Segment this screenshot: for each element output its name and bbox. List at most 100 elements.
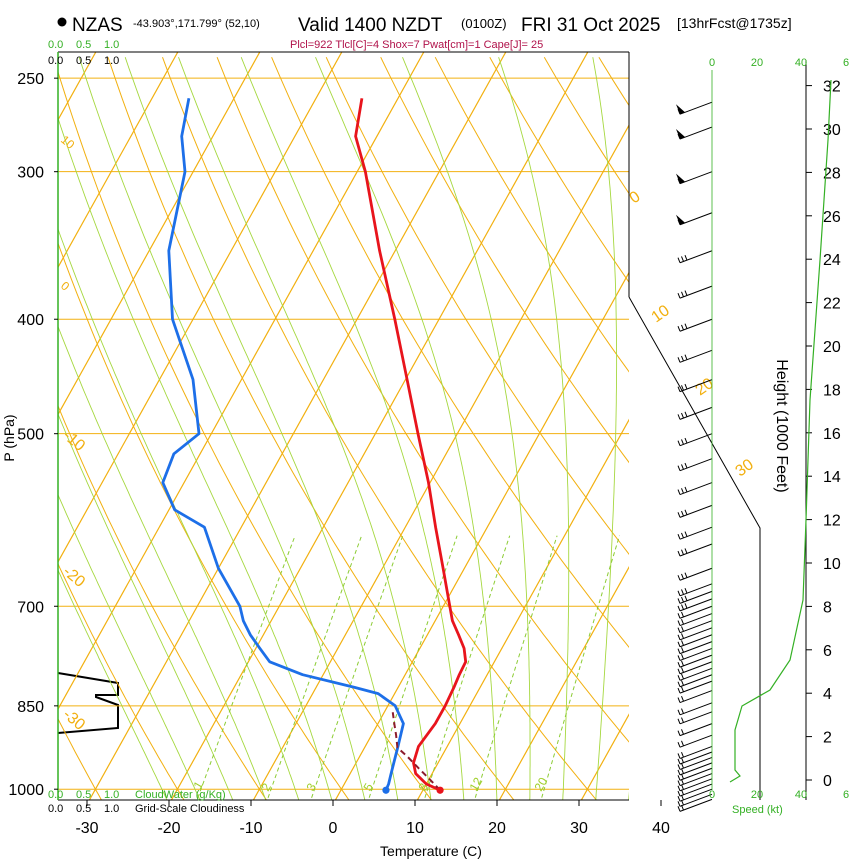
isotherm-line (58, 52, 261, 416)
pressure-tick-label: 500 (17, 427, 44, 444)
wind-barb-staff (679, 627, 713, 641)
wind-barb-feather (677, 796, 681, 802)
pressure-tick-label: 300 (17, 165, 44, 182)
wind-barb-feather (677, 598, 681, 604)
wind-barb-staff (679, 318, 713, 332)
wind-barb-staff (679, 773, 713, 787)
wind-barb (677, 647, 713, 661)
wind-barb-feather (681, 717, 684, 723)
wind-barb-staff (679, 598, 713, 612)
wind-barb-pennant (676, 173, 685, 184)
temp-tick-label: 10 (406, 820, 424, 837)
wind-barb-feather (684, 595, 688, 601)
wind-barb (677, 620, 713, 634)
height-tick-label: 16 (823, 426, 841, 443)
temp-tick-label: 20 (488, 820, 506, 837)
wind-barb (677, 751, 713, 765)
wind-barb (677, 690, 713, 704)
valid-time: Valid 1400 NZDT (298, 15, 443, 36)
wind-barb-feather (681, 549, 684, 555)
cloudiness-tick: 0.0 (48, 55, 63, 67)
moist-adiabat (124, 57, 399, 800)
wind-barb (677, 379, 713, 393)
height-tick-label: 4 (823, 686, 832, 703)
wind-barb-staff (679, 751, 713, 765)
wind-barb-staff (679, 783, 713, 797)
temp-tick-label: -10 (239, 820, 262, 837)
moist-adiabat (78, 57, 366, 800)
wind-barb-feather (677, 730, 681, 736)
height-tick-label: 12 (823, 513, 841, 530)
wind-barb-feather (677, 292, 681, 299)
isotherm-line (743, 0, 850, 804)
station-coords: -43.903°,171.799° (52,10) (133, 18, 260, 30)
dry-adiabat (380, 56, 629, 464)
wind-barb-feather (677, 764, 681, 770)
cloudiness-tick: 0.0 (48, 803, 63, 815)
wind-barb (677, 627, 713, 641)
wind-barb-feather (681, 619, 684, 625)
dry-adiabat (58, 241, 350, 800)
isotherm-line (334, 271, 629, 800)
wind-barb-feather (677, 741, 681, 748)
wind-barb-feather (684, 290, 688, 296)
moist-adiabat (58, 325, 267, 800)
isotherm-line (58, 52, 425, 711)
speed-tick-label: 40 (795, 789, 807, 801)
wind-barb-staff (679, 250, 713, 264)
wind-barb (677, 406, 713, 420)
speed-tick-label: 6 (843, 789, 849, 801)
wind-barb-feather (681, 653, 684, 660)
wind-barb-staff (679, 406, 713, 420)
x-axis-title: Temperature (C) (380, 843, 482, 859)
wind-speed-profile (729, 79, 832, 783)
wind-barb-feather (684, 462, 688, 469)
isotherm-line (252, 124, 629, 800)
wind-barb-feather (677, 668, 681, 674)
cloud-water-tick: 1.0 (104, 789, 119, 801)
wind-barb-feather (677, 620, 681, 626)
wind-barb-feather (684, 548, 688, 554)
wind-barb-staff (679, 504, 713, 518)
wind-barb-feather (677, 790, 681, 797)
isotherm-line (0, 0, 63, 804)
moist-adiabat (592, 57, 618, 800)
wind-barb-feather (677, 681, 681, 687)
wind-barb-feather (677, 386, 681, 392)
wind-barb-feather (681, 647, 684, 653)
wind-barb-feather (681, 596, 684, 603)
wind-barb-staff (679, 767, 713, 781)
dry-adiabat (216, 57, 629, 743)
wind-barb-feather (681, 762, 684, 769)
cloud-water-tick: 0.5 (76, 789, 91, 801)
wind-barb (677, 767, 713, 781)
wind-barb (677, 598, 713, 612)
wind-barb (677, 711, 713, 725)
dry-adiabat (58, 70, 433, 800)
moist-adiabat (628, 791, 629, 800)
wind-barb-feather (677, 641, 681, 647)
wind-barb-feather (681, 673, 684, 680)
temp-tick-label: 30 (570, 820, 588, 837)
wind-barb-staff (679, 605, 713, 619)
wind-barb (677, 661, 713, 675)
plot-background (58, 52, 629, 800)
wind-barb-feather (681, 773, 684, 780)
wind-barb (676, 171, 713, 185)
wind-barb-feather (677, 801, 681, 807)
pressure-tick-label: 1000 (8, 782, 44, 799)
isotherm-line (58, 52, 179, 269)
wind-barb (676, 101, 713, 115)
wind-barb-feather (681, 768, 684, 774)
height-tick-label: 8 (823, 599, 832, 616)
utc-time: (0100Z) (461, 16, 507, 31)
wind-barb-feather (677, 775, 681, 781)
dry-adiabat (598, 56, 629, 107)
wind-barb-staff (679, 647, 713, 661)
height-tick-label: 0 (823, 773, 832, 790)
wind-barb-feather (677, 414, 681, 420)
moist-adiabat (58, 116, 333, 800)
wind-barb (677, 458, 713, 472)
wind-barb-feather (677, 590, 681, 596)
